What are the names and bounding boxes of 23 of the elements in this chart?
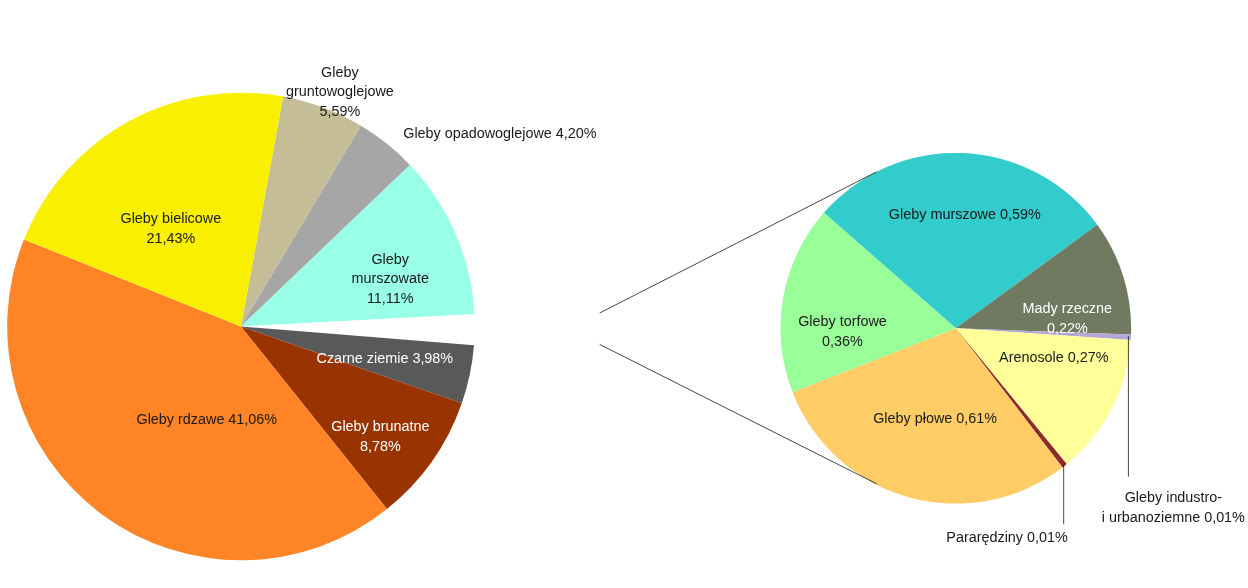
slice-label: Gleby murszowe 0,59%	[888, 205, 1041, 222]
pie-slice	[955, 224, 1131, 335]
data-label: 5,59%	[319, 103, 361, 120]
slice-label: Gleby murszowate	[351, 250, 429, 287]
slice-label: Pararędziny 0,01%	[946, 529, 1068, 546]
data-label: 21,43%	[146, 229, 196, 246]
slice-label: Gleby opadowoglejowe 4,20%	[403, 124, 597, 141]
slice-label: Gleby brunatne	[331, 417, 430, 434]
slice-label: Gleby torfowe	[798, 313, 887, 330]
slice-label: Arenosole 0,27%	[999, 348, 1109, 365]
pie-slice	[240, 164, 475, 327]
slice-label: Gleby płowe 0,61%	[873, 409, 998, 426]
slice-label: Gleby bielicowe	[120, 210, 222, 227]
pie-slice	[23, 93, 284, 327]
slice-label: Gleby rdzawe 41,06%	[136, 411, 278, 428]
data-label: 8,78%	[359, 437, 401, 454]
slice-label: Mady rzeczne	[1022, 299, 1113, 316]
slice-label: Czarne ziemie 3,98%	[316, 350, 454, 367]
data-label: 11,11%	[366, 290, 414, 307]
slice-label: Gleby industro- i urbanoziemne 0,01%	[1101, 488, 1246, 525]
data-label: 0,36%	[822, 333, 864, 350]
data-label: 0,22%	[1046, 319, 1088, 336]
slice-label: Gleby gruntowoglejowe	[285, 63, 394, 100]
